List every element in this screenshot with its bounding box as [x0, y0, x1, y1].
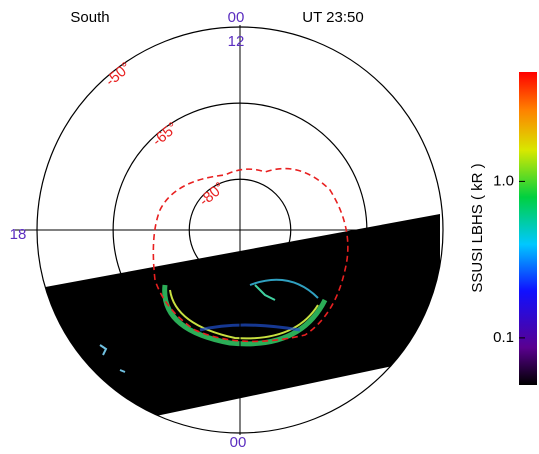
colorbar-label: SSUSI LBHS ( kR ): [469, 163, 486, 292]
polar-plot: South UT 23:50 00 12 18 00 SSUSI LBHS ( …: [0, 0, 539, 454]
colorbar-tick-label: 0.1: [493, 329, 514, 346]
latitude-label: -65°: [149, 119, 181, 150]
clock-label: 00: [228, 9, 245, 26]
colorbar-tick-label: 1.0: [493, 172, 514, 189]
clock-label: 00: [230, 434, 247, 451]
latitude-label: -80°: [196, 179, 228, 210]
hemisphere: South: [70, 9, 109, 26]
clock-label: 18: [10, 226, 27, 243]
clock-label: 12: [228, 33, 245, 50]
time: UT 23:50: [302, 9, 363, 26]
latitude-label: -50°: [102, 59, 134, 90]
